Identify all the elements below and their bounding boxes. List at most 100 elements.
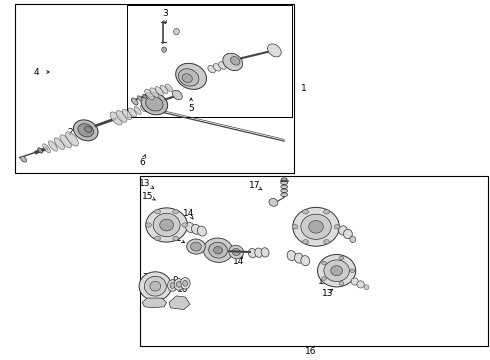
Ellipse shape [255, 248, 263, 257]
Ellipse shape [160, 219, 173, 231]
Ellipse shape [139, 272, 172, 301]
Circle shape [323, 210, 330, 214]
Ellipse shape [357, 281, 365, 288]
Circle shape [303, 210, 309, 214]
Ellipse shape [203, 238, 233, 262]
Text: 11: 11 [171, 234, 182, 243]
Ellipse shape [230, 57, 240, 65]
Ellipse shape [351, 278, 359, 285]
Ellipse shape [176, 63, 206, 89]
Text: 16: 16 [305, 346, 317, 356]
Ellipse shape [182, 74, 192, 82]
Ellipse shape [309, 220, 323, 233]
Ellipse shape [219, 62, 226, 69]
Text: 1: 1 [301, 84, 307, 93]
Ellipse shape [229, 245, 244, 259]
Text: 5: 5 [188, 104, 194, 113]
Ellipse shape [43, 144, 50, 153]
Ellipse shape [281, 189, 288, 193]
Ellipse shape [145, 89, 154, 100]
Ellipse shape [140, 105, 146, 112]
Ellipse shape [160, 85, 168, 94]
Ellipse shape [294, 253, 303, 263]
Bar [140, 176, 488, 346]
Ellipse shape [166, 84, 172, 92]
Bar [15, 4, 294, 173]
Text: 12: 12 [205, 249, 217, 258]
Ellipse shape [180, 278, 190, 289]
Ellipse shape [350, 236, 356, 243]
Text: 8: 8 [159, 276, 165, 284]
Ellipse shape [168, 280, 177, 291]
Ellipse shape [208, 66, 216, 73]
Text: 13: 13 [321, 289, 333, 298]
Circle shape [321, 261, 326, 265]
Ellipse shape [364, 285, 369, 290]
Ellipse shape [134, 107, 141, 114]
Ellipse shape [192, 224, 200, 234]
Ellipse shape [186, 222, 195, 233]
Ellipse shape [178, 69, 199, 86]
Ellipse shape [301, 256, 310, 266]
Ellipse shape [209, 242, 227, 258]
Circle shape [339, 256, 344, 260]
Circle shape [173, 210, 179, 214]
Ellipse shape [144, 276, 166, 296]
Ellipse shape [49, 141, 57, 151]
Text: 9: 9 [172, 276, 178, 284]
Ellipse shape [331, 266, 343, 276]
Ellipse shape [248, 248, 256, 258]
Ellipse shape [137, 96, 142, 101]
Ellipse shape [150, 88, 159, 98]
Ellipse shape [281, 181, 288, 185]
Ellipse shape [85, 126, 92, 132]
Ellipse shape [213, 64, 221, 71]
Circle shape [292, 225, 298, 229]
Ellipse shape [74, 120, 98, 141]
Ellipse shape [116, 111, 127, 122]
Polygon shape [169, 296, 190, 310]
Text: 7: 7 [143, 274, 148, 282]
Ellipse shape [232, 248, 240, 256]
Ellipse shape [214, 247, 222, 254]
Circle shape [302, 240, 308, 244]
Ellipse shape [172, 90, 182, 100]
Ellipse shape [110, 112, 122, 125]
Ellipse shape [261, 248, 269, 257]
Ellipse shape [343, 229, 352, 239]
Ellipse shape [38, 148, 43, 153]
Ellipse shape [187, 239, 205, 254]
Ellipse shape [268, 44, 281, 57]
Ellipse shape [324, 260, 349, 282]
Ellipse shape [170, 283, 175, 288]
Circle shape [172, 236, 178, 240]
Ellipse shape [21, 156, 26, 162]
Ellipse shape [183, 280, 188, 286]
Ellipse shape [66, 132, 78, 146]
Polygon shape [142, 298, 167, 308]
Text: 15: 15 [318, 277, 329, 286]
Ellipse shape [128, 108, 136, 117]
Ellipse shape [173, 28, 179, 35]
Text: 3: 3 [162, 9, 168, 18]
Circle shape [155, 236, 161, 240]
Ellipse shape [176, 282, 181, 287]
Text: 13: 13 [139, 179, 151, 188]
Ellipse shape [60, 135, 72, 148]
Circle shape [323, 240, 330, 244]
Ellipse shape [318, 255, 356, 287]
Ellipse shape [197, 226, 206, 236]
Circle shape [321, 277, 326, 280]
Ellipse shape [78, 124, 94, 137]
Ellipse shape [131, 98, 138, 105]
Circle shape [146, 223, 151, 227]
Text: 14: 14 [233, 256, 245, 266]
Ellipse shape [141, 93, 168, 115]
Ellipse shape [162, 47, 167, 53]
Ellipse shape [54, 138, 64, 149]
Ellipse shape [146, 208, 187, 242]
Text: 15: 15 [142, 192, 154, 201]
Ellipse shape [174, 279, 184, 290]
Ellipse shape [146, 96, 163, 111]
Text: 10: 10 [176, 285, 188, 294]
